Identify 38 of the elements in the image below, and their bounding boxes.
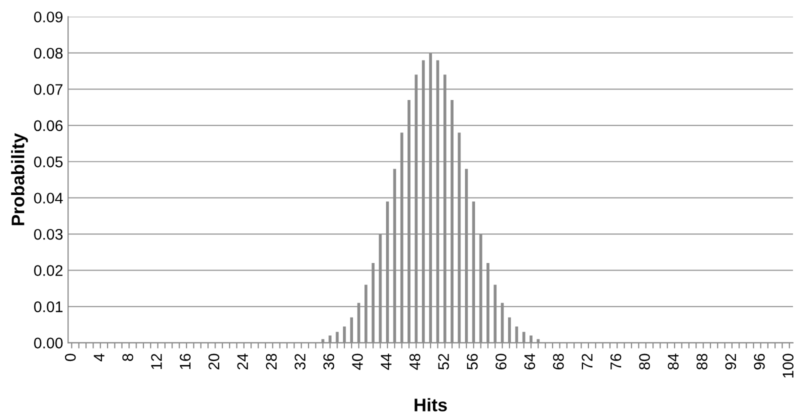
x-tick-label: 40 xyxy=(352,354,363,370)
y-tick-label: 0.06 xyxy=(34,120,63,132)
x-tick-label: 64 xyxy=(524,354,536,370)
x-tick-label: 88 xyxy=(696,354,708,370)
y-tick-label: 0.03 xyxy=(34,228,63,240)
x-tick-label: 8 xyxy=(122,354,134,362)
x-tick-label: 80 xyxy=(639,354,650,370)
y-tick-label: 0.09 xyxy=(34,12,63,22)
x-tick-label: 52 xyxy=(438,354,449,370)
y-tick-label: 0.05 xyxy=(34,156,63,168)
x-tick-label: 12 xyxy=(151,354,162,370)
y-tick-label: 0.04 xyxy=(34,192,63,204)
y-tick-label: 0.08 xyxy=(34,48,63,59)
x-axis-title: Hits xyxy=(414,398,447,412)
x-tick-label: 44 xyxy=(380,354,392,370)
x-tick-label: 32 xyxy=(294,354,306,370)
x-tick-label: 60 xyxy=(496,354,506,370)
x-tick-label: 76 xyxy=(610,354,622,370)
x-tick-label: 36 xyxy=(323,354,334,370)
x-tick-label: 56 xyxy=(466,354,478,370)
x-tick-label: 20 xyxy=(208,354,220,370)
y-tick-label: 0.00 xyxy=(34,338,63,348)
x-tick-label: 100 xyxy=(782,354,794,378)
x-tick-label: 4 xyxy=(94,354,104,362)
y-tick-label: 0.02 xyxy=(34,265,62,276)
x-tick-label: 72 xyxy=(582,354,592,370)
x-tick-label: 16 xyxy=(180,354,191,370)
y-tick-label: 0.07 xyxy=(34,84,62,95)
x-tick-label: 28 xyxy=(266,354,277,370)
x-tick-label: 84 xyxy=(668,354,679,370)
x-tick-label: 68 xyxy=(553,354,564,370)
x-tick-label: 48 xyxy=(409,354,420,370)
x-tick-label: 0 xyxy=(64,354,76,362)
x-tick-label: 92 xyxy=(725,354,736,370)
y-tick-label: 0.01 xyxy=(34,301,62,312)
x-tick-label: 24 xyxy=(237,354,248,370)
y-axis-title: Probability xyxy=(11,133,28,226)
x-tick-label: 96 xyxy=(754,354,765,370)
